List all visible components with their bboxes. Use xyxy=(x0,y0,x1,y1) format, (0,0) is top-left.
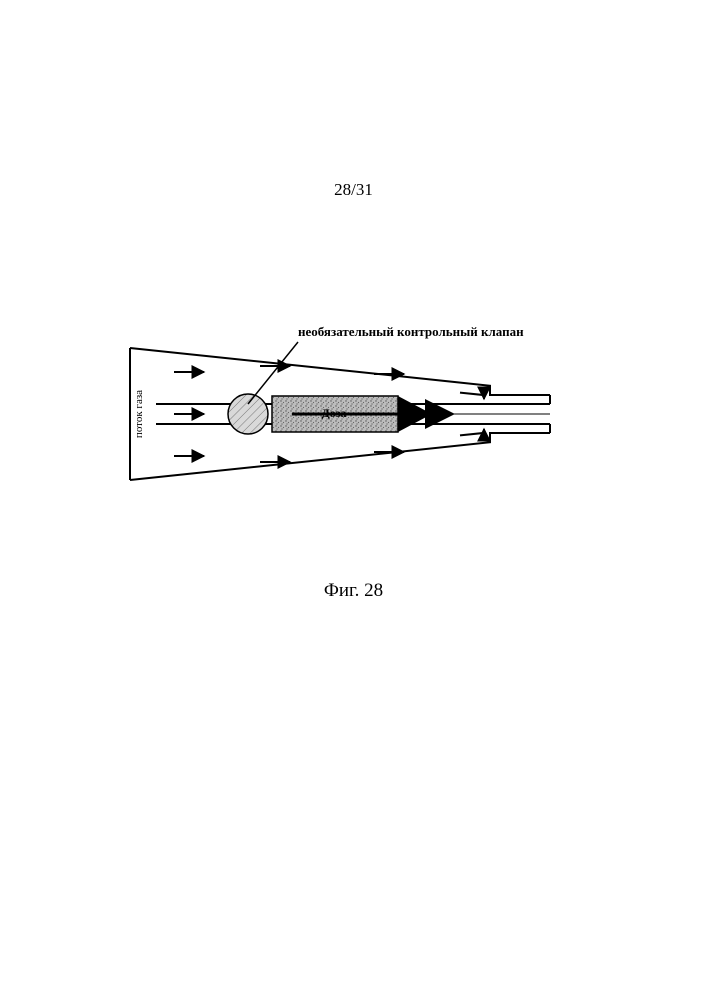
page: 28/31 необязательный контрольный клапан … xyxy=(0,0,707,1000)
callout-label: необязательный контрольный клапан xyxy=(298,324,524,340)
figure-diagram: необязательный контрольный клапан поток … xyxy=(120,300,560,490)
page-number: 28/31 xyxy=(0,180,707,200)
svg-text:Доза: Доза xyxy=(321,406,346,420)
figure-caption: Фиг. 28 xyxy=(0,580,707,602)
svg-text:поток газа: поток газа xyxy=(133,390,145,438)
